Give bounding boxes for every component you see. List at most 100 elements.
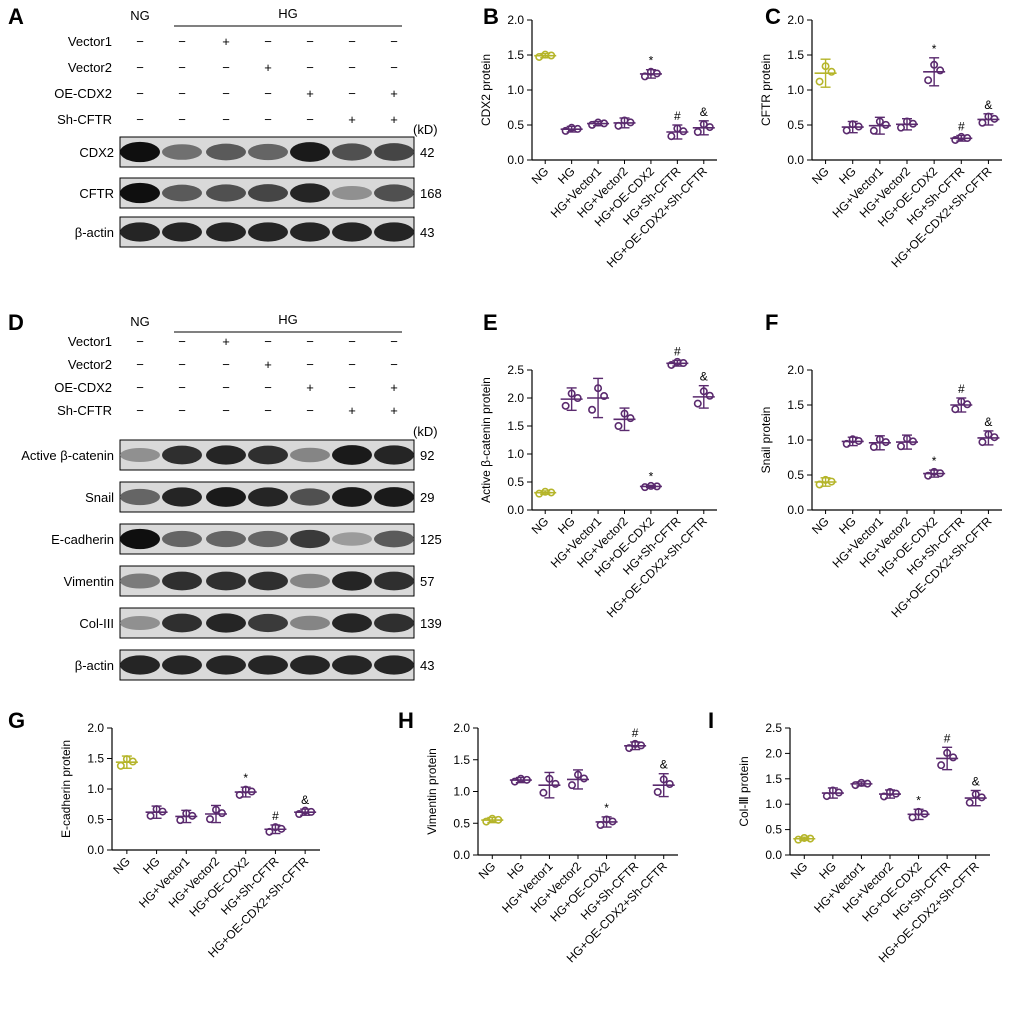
treatment-sign: − (264, 334, 272, 349)
data-point (679, 127, 688, 136)
data-point (539, 788, 548, 797)
y-tick-label: 1.5 (787, 48, 804, 62)
data-point (834, 788, 843, 797)
blot-band (374, 445, 414, 465)
treatment-label: Vector2 (68, 60, 112, 75)
data-point (146, 811, 155, 820)
x-tick-label: NG (788, 859, 811, 882)
data-point (815, 77, 824, 86)
treatment-sign: − (222, 86, 230, 101)
data-point (637, 741, 646, 750)
blot-band (206, 184, 246, 202)
data-point (881, 120, 890, 129)
blot-band (248, 445, 288, 465)
data-point (652, 69, 661, 78)
panel-letter-f: F (765, 310, 778, 335)
data-point (930, 60, 939, 69)
data-point (908, 437, 917, 446)
data-point (561, 126, 570, 135)
data-point (176, 816, 185, 825)
hg-label: HG (278, 312, 298, 327)
significance-mark: # (674, 344, 681, 358)
blot-band (374, 655, 414, 675)
data-point (896, 442, 905, 451)
blot-band (248, 143, 288, 161)
blot-band (248, 184, 288, 202)
blot-band (162, 184, 202, 202)
y-tick-label: 2.0 (87, 721, 104, 735)
significance-mark: & (301, 793, 309, 807)
y-tick-label: 2.0 (765, 746, 782, 760)
data-point (908, 813, 917, 822)
band-kd: 139 (420, 616, 442, 631)
data-point (561, 401, 570, 410)
data-point (547, 488, 556, 497)
treatment-sign: − (136, 86, 144, 101)
x-tick-label: HG (836, 514, 859, 537)
data-point (626, 414, 635, 423)
significance-mark: * (916, 793, 921, 807)
treatment-sign: + (390, 403, 398, 418)
treatment-sign: − (178, 34, 186, 49)
blot-band (374, 487, 414, 507)
ng-label: NG (130, 8, 150, 23)
data-point (699, 387, 708, 396)
treatment-sign: − (222, 112, 230, 127)
y-axis-label: Col-Ⅲ protein (737, 756, 751, 826)
treatment-sign: + (264, 357, 272, 372)
data-point (869, 126, 878, 135)
data-point (854, 436, 863, 445)
panel-letter-d: D (8, 310, 24, 335)
x-tick-label: HG (836, 164, 859, 187)
y-axis-label: CFTR protein (759, 54, 773, 126)
y-tick-label: 1.0 (787, 433, 804, 447)
blot-band (120, 488, 160, 506)
x-tick-label: NG (476, 859, 499, 882)
blot-band (248, 222, 288, 242)
blot-band (332, 487, 372, 507)
data-point (842, 439, 851, 448)
treatment-sign: − (306, 34, 314, 49)
blot-band (332, 222, 372, 242)
y-tick-label: 0.5 (507, 118, 524, 132)
data-point (247, 787, 256, 796)
treatment-sign: − (348, 34, 356, 49)
blot-band (120, 573, 160, 589)
y-tick-label: 0.5 (787, 468, 804, 482)
y-tick-label: 1.5 (87, 752, 104, 766)
treatment-sign: − (136, 403, 144, 418)
band-name: Active β-catenin (21, 448, 114, 463)
data-point (978, 118, 987, 127)
treatment-label: Sh-CFTR (57, 112, 112, 127)
blot-band (248, 571, 288, 591)
data-point (206, 815, 215, 824)
treatment-sign: + (222, 34, 230, 49)
band-kd: 42 (420, 145, 434, 160)
treatment-sign: + (348, 112, 356, 127)
data-point (212, 805, 221, 814)
treatment-sign: − (348, 60, 356, 75)
treatment-sign: − (178, 60, 186, 75)
data-point (875, 117, 884, 126)
blot-band (206, 445, 246, 465)
western-blot-top: NG HG Vector1 − − + − − − − Vector2 − − − + − − − OE-CDX2 −… (54, 6, 442, 248)
data-point (235, 790, 244, 799)
data-point (614, 421, 623, 430)
data-point (307, 807, 316, 816)
data-point (573, 124, 582, 133)
data-point (879, 792, 888, 801)
data-point (963, 134, 972, 143)
treatment-sign: − (306, 403, 314, 418)
ng-label: NG (130, 314, 150, 329)
blot-band (248, 613, 288, 633)
treatment-sign: − (136, 334, 144, 349)
treatment-sign: − (136, 380, 144, 395)
data-point (652, 482, 661, 491)
significance-mark: * (932, 42, 937, 56)
data-point (977, 793, 986, 802)
data-point (965, 798, 974, 807)
treatment-sign: − (178, 403, 186, 418)
data-point (567, 389, 576, 398)
